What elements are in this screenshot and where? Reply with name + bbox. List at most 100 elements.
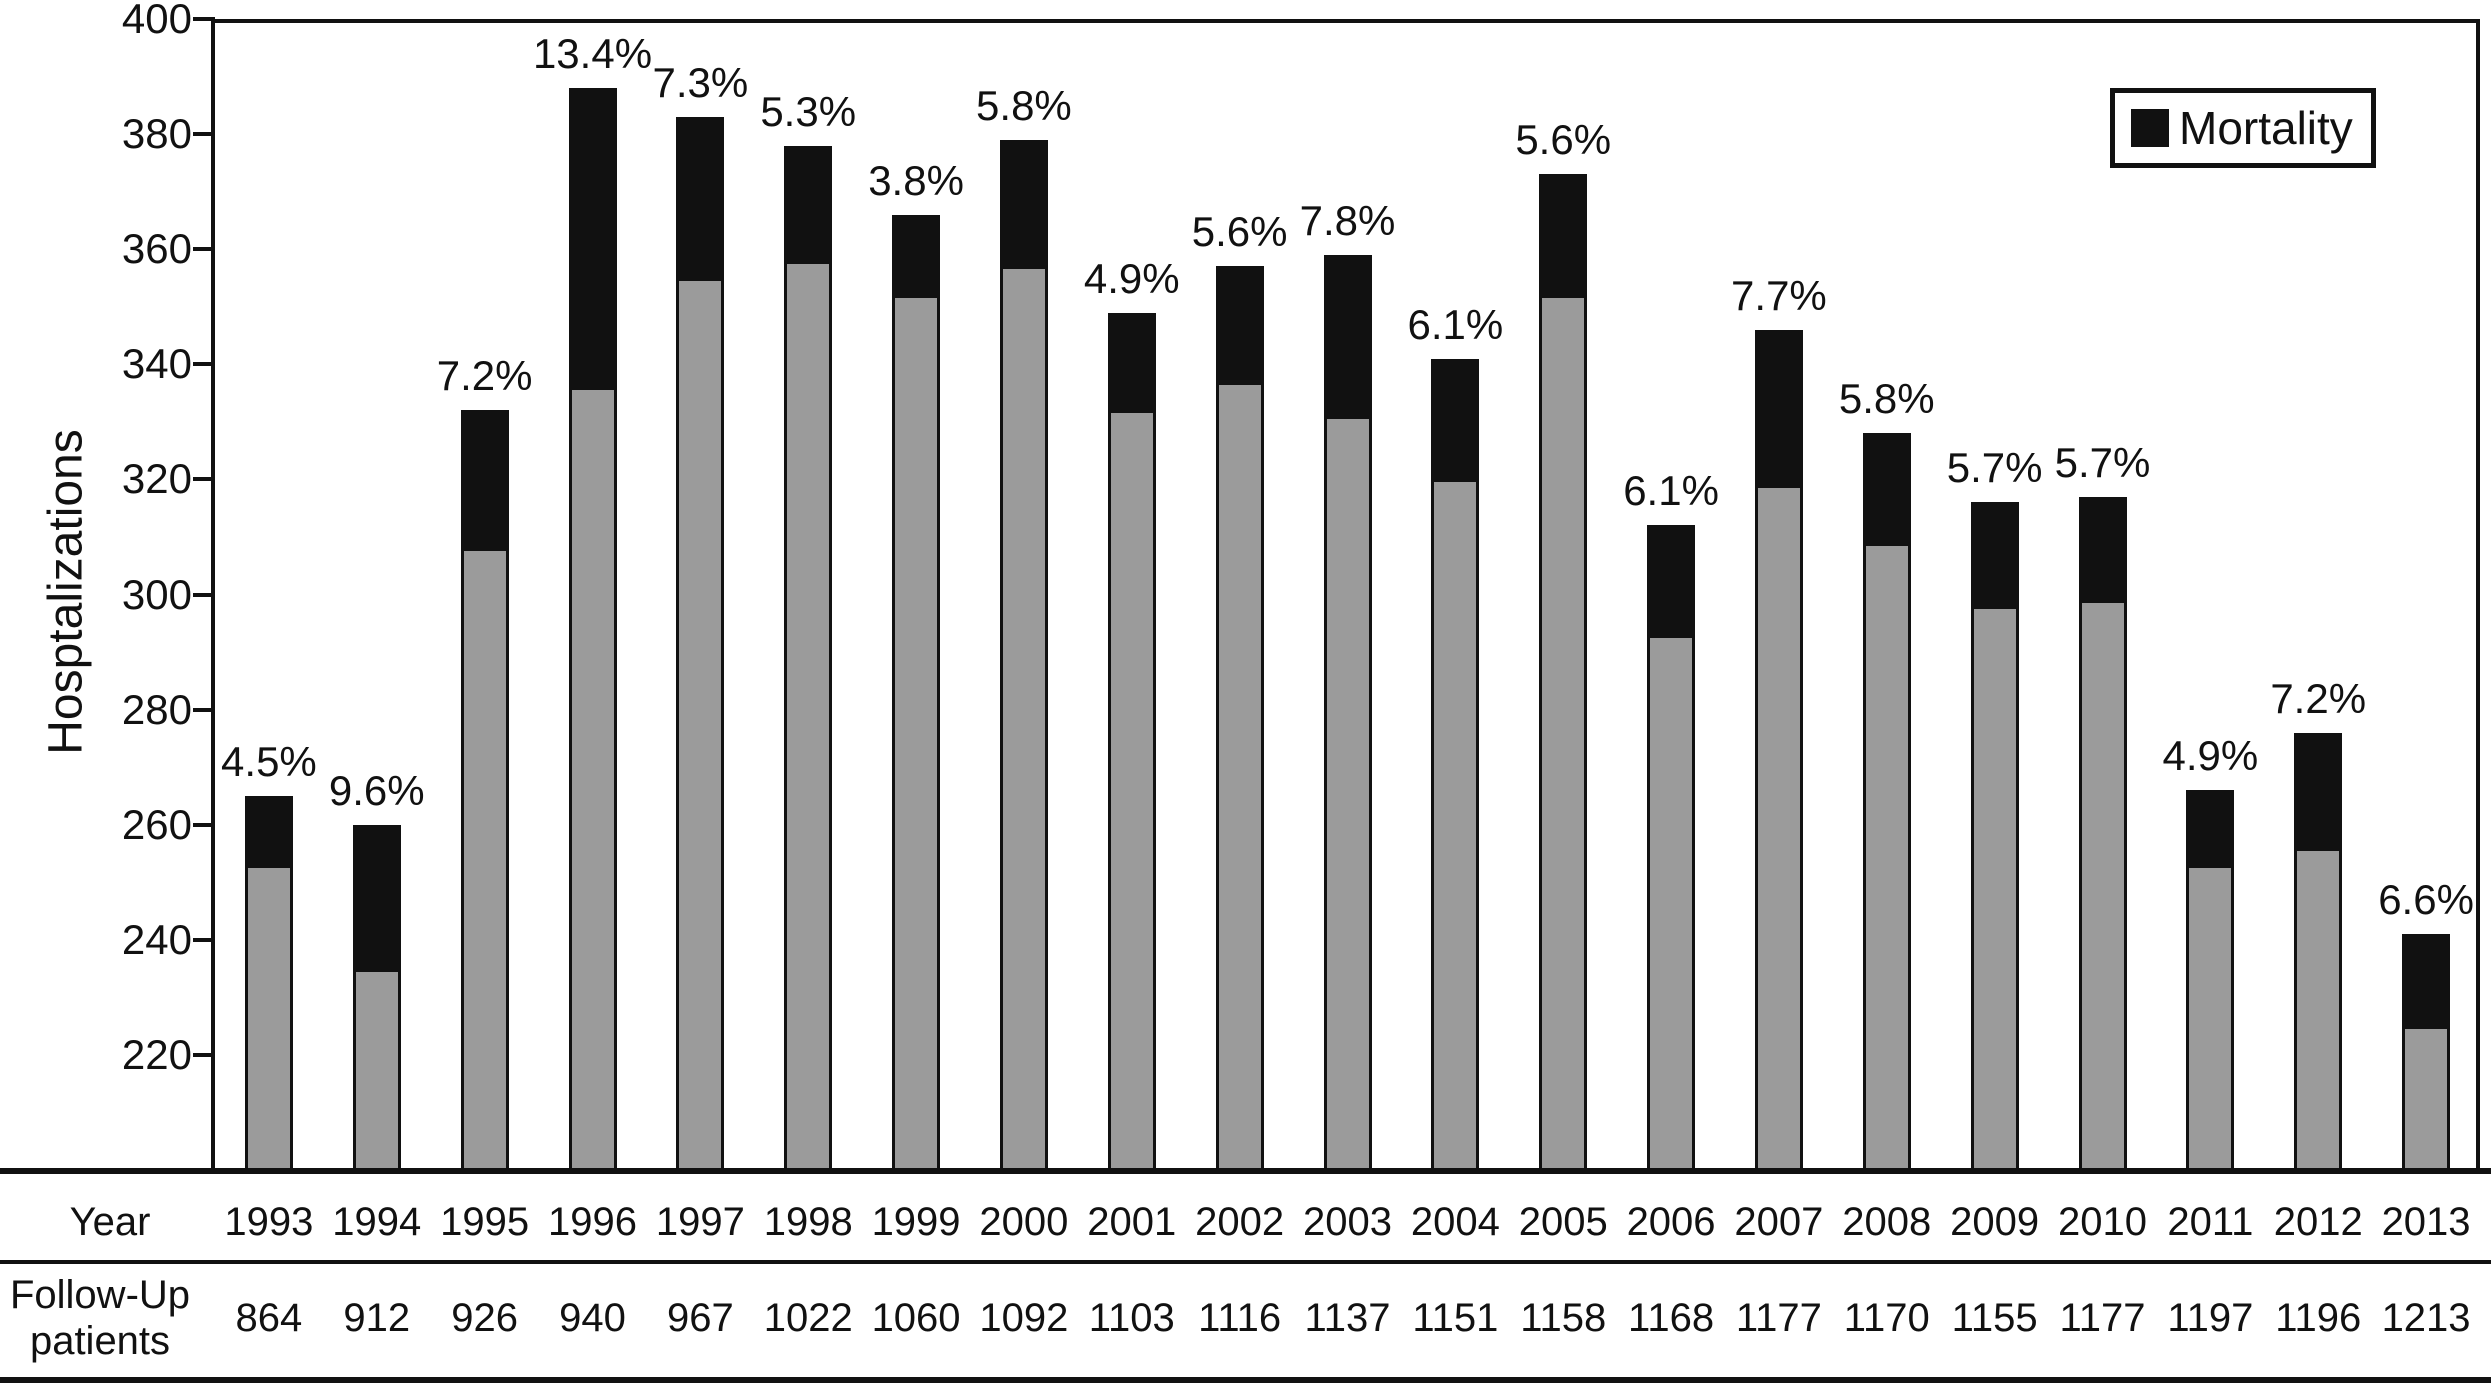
followup-row-header-line1: Follow-Up <box>9 1273 191 1317</box>
followup-value: 1177 <box>2059 1296 2146 1340</box>
year-label: 2004 <box>1410 1200 1500 1244</box>
y-tick-label: 300 <box>121 570 192 618</box>
plot-border-right <box>2476 19 2480 1174</box>
mortality-segment <box>892 214 941 296</box>
followup-value: 1103 <box>1088 1296 1175 1340</box>
mortality-percent-label: 13.4% <box>532 30 653 78</box>
mortality-percent-label: 6.6% <box>2378 876 2474 924</box>
y-tick-mark <box>193 592 215 597</box>
year-label: 1998 <box>763 1200 853 1244</box>
survivor-segment <box>1970 606 2019 1170</box>
year-label: 2000 <box>979 1200 1069 1244</box>
year-label: 2012 <box>2273 1200 2363 1244</box>
year-label: 1993 <box>224 1200 314 1244</box>
mortality-segment <box>1647 525 1696 635</box>
followup-value: 912 <box>343 1296 411 1340</box>
mortality-segment <box>2186 790 2235 865</box>
year-label: 1997 <box>655 1200 745 1244</box>
mortality-percent-label: 3.8% <box>868 156 964 204</box>
followup-row-header: Follow-Up patients <box>10 1272 190 1364</box>
survivor-segment <box>1647 634 1696 1170</box>
mortality-segment <box>1107 312 1156 411</box>
mortality-percent-label: 7.8% <box>1299 196 1396 244</box>
legend-box: Mortality <box>2110 88 2376 168</box>
mortality-percent-label: 5.8% <box>1838 375 1935 423</box>
y-tick-mark <box>193 937 215 942</box>
year-label: 1995 <box>440 1200 530 1244</box>
y-tick-label: 380 <box>121 110 192 158</box>
followup-value: 940 <box>559 1296 626 1340</box>
survivor-segment <box>892 295 941 1170</box>
survivor-segment <box>1215 381 1264 1170</box>
year-label: 2011 <box>2167 1200 2254 1244</box>
mortality-percent-label: 5.3% <box>760 87 857 135</box>
y-tick-mark <box>193 1052 215 1057</box>
mortality-segment <box>999 139 1048 267</box>
survivor-segment <box>2402 1026 2451 1170</box>
table-bottom-line <box>0 1377 2491 1383</box>
followup-value: 1092 <box>979 1296 1069 1340</box>
mortality-segment <box>676 116 725 278</box>
mortality-segment <box>1970 502 2019 606</box>
survivor-segment <box>1862 542 1911 1170</box>
y-axis-line <box>211 19 215 1174</box>
mortality-segment <box>460 410 509 549</box>
followup-value: 1060 <box>871 1296 961 1340</box>
mortality-legend-label: Mortality <box>2179 102 2353 154</box>
followup-value: 864 <box>235 1296 303 1340</box>
y-tick-mark <box>193 822 215 827</box>
mortality-segment <box>352 824 401 969</box>
y-tick-label: 280 <box>121 685 192 733</box>
mortality-percent-label: 7.2% <box>436 352 533 400</box>
survivor-segment <box>2294 847 2343 1170</box>
y-tick-label: 360 <box>121 225 192 273</box>
followup-value: 1158 <box>1520 1296 1607 1340</box>
year-label: 1996 <box>548 1200 637 1244</box>
mortality-legend-swatch <box>2131 109 2169 147</box>
survivor-segment <box>676 277 725 1170</box>
y-tick-label: 220 <box>121 1030 192 1078</box>
year-label: 2005 <box>1518 1200 1608 1244</box>
survivor-segment <box>568 387 617 1170</box>
y-tick-mark <box>193 17 215 21</box>
followup-value: 1116 <box>1198 1296 1282 1340</box>
mortality-segment <box>2402 934 2451 1027</box>
year-label: 2003 <box>1303 1200 1392 1244</box>
x-axis-baseline <box>0 1168 2491 1174</box>
year-label: 2001 <box>1087 1200 1177 1244</box>
followup-value: 967 <box>666 1296 734 1340</box>
followup-value: 1168 <box>1628 1296 1715 1340</box>
mortality-segment <box>244 795 293 865</box>
survivor-segment <box>2078 600 2127 1170</box>
followup-value: 1022 <box>763 1296 853 1340</box>
survivor-segment <box>999 266 1048 1170</box>
survivor-segment <box>460 548 509 1170</box>
mortality-segment <box>2294 732 2343 848</box>
mortality-segment <box>784 145 833 261</box>
mortality-percent-label: 4.9% <box>1083 254 1180 302</box>
mortality-percent-label: 5.7% <box>1946 444 2043 492</box>
mortality-percent-label: 7.2% <box>2270 674 2367 722</box>
year-label: 2010 <box>2058 1200 2147 1244</box>
mortality-percent-label: 4.9% <box>2162 732 2259 780</box>
mortality-percent-label: 9.6% <box>328 766 425 814</box>
followup-value: 1213 <box>2381 1296 2471 1340</box>
mortality-segment <box>1754 329 1803 486</box>
mortality-segment <box>1539 174 1588 296</box>
year-label: 2007 <box>1734 1200 1824 1244</box>
mortality-percent-label: 5.6% <box>1515 116 1612 164</box>
y-tick-label: 320 <box>121 455 192 503</box>
followup-value: 1155 <box>1951 1296 2038 1340</box>
survivor-segment <box>1107 410 1156 1170</box>
followup-value: 926 <box>451 1296 519 1340</box>
y-tick-mark <box>193 132 215 137</box>
year-label: 2006 <box>1626 1200 1716 1244</box>
y-tick-mark <box>193 707 215 712</box>
mortality-percent-label: 6.1% <box>1407 300 1504 348</box>
followup-value: 1196 <box>2275 1296 2362 1340</box>
followup-value: 1177 <box>1735 1296 1822 1340</box>
survivor-segment <box>1431 479 1480 1170</box>
survivor-segment <box>352 968 401 1170</box>
followup-value: 1137 <box>1304 1296 1391 1340</box>
mortality-percent-label: 7.7% <box>1731 271 1827 319</box>
